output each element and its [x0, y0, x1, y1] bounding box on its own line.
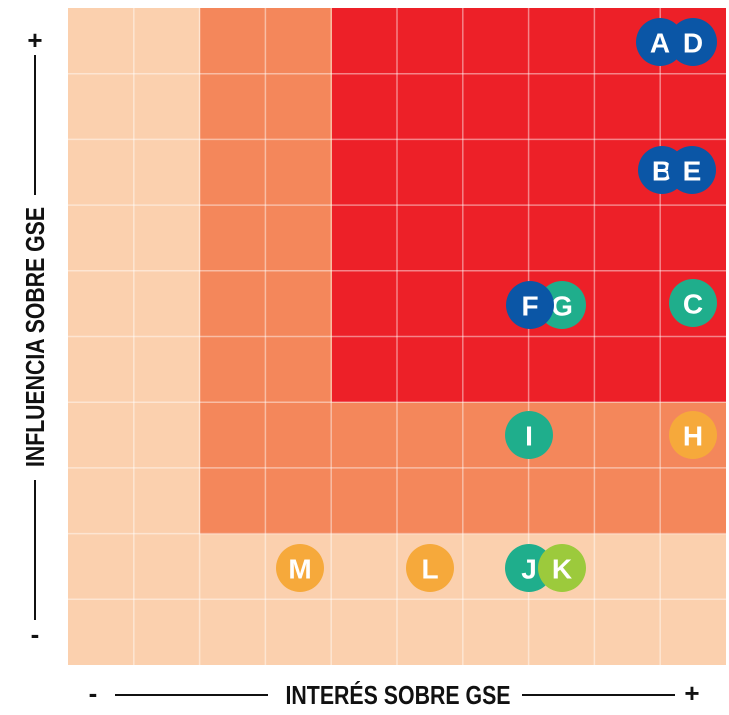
stakeholder-circle	[668, 146, 716, 194]
stakeholder: D	[669, 18, 717, 66]
y-label: INFLUENCIA SOBRE GSE	[20, 207, 50, 467]
stakeholder-circle	[276, 544, 324, 592]
stakeholder-label: L	[421, 554, 438, 585]
y-low: -	[31, 619, 40, 649]
x-high: +	[684, 678, 699, 708]
stakeholder-label: C	[683, 289, 703, 320]
stakeholder: A	[636, 18, 684, 66]
x-label: INTERÉS SOBRE GSE	[286, 680, 511, 710]
stakeholder-circle	[669, 279, 717, 327]
stakeholder: M	[276, 544, 324, 592]
stakeholder-label: A	[650, 28, 670, 59]
stakeholder-label: H	[683, 421, 703, 452]
stakeholder-label: K	[552, 554, 572, 585]
stakeholder-label: F	[521, 291, 538, 322]
stakeholder-circle	[669, 18, 717, 66]
stakeholder-circle	[506, 281, 554, 329]
stakeholder: F	[506, 281, 554, 329]
stakeholder-circle	[505, 544, 553, 592]
x-low: -	[89, 678, 98, 708]
stakeholder-circle	[406, 544, 454, 592]
stakeholder-label: J	[521, 554, 537, 585]
stakeholder-label: B	[652, 156, 672, 187]
stakeholder-circle	[636, 18, 684, 66]
stakeholder-circle	[505, 411, 553, 459]
stakeholder-circle	[669, 411, 717, 459]
stakeholder-label: I	[525, 421, 533, 452]
y-high: +	[27, 25, 42, 55]
stakeholder: J	[505, 544, 553, 592]
nodes: A D B E GF C I H M L J K	[276, 18, 717, 592]
stakeholder: E	[668, 146, 716, 194]
stakeholder: H	[669, 411, 717, 459]
stakeholder-label: D	[683, 28, 703, 59]
high-region	[332, 8, 726, 402]
stakeholder-circle	[538, 544, 586, 592]
stakeholder-label: M	[288, 554, 311, 585]
stakeholder: L	[406, 544, 454, 592]
stakeholder-label: E	[683, 156, 702, 187]
stakeholder-label: G	[551, 291, 573, 322]
stakeholder: K	[538, 544, 586, 592]
stakeholder: I	[505, 411, 553, 459]
stakeholder: C	[669, 279, 717, 327]
